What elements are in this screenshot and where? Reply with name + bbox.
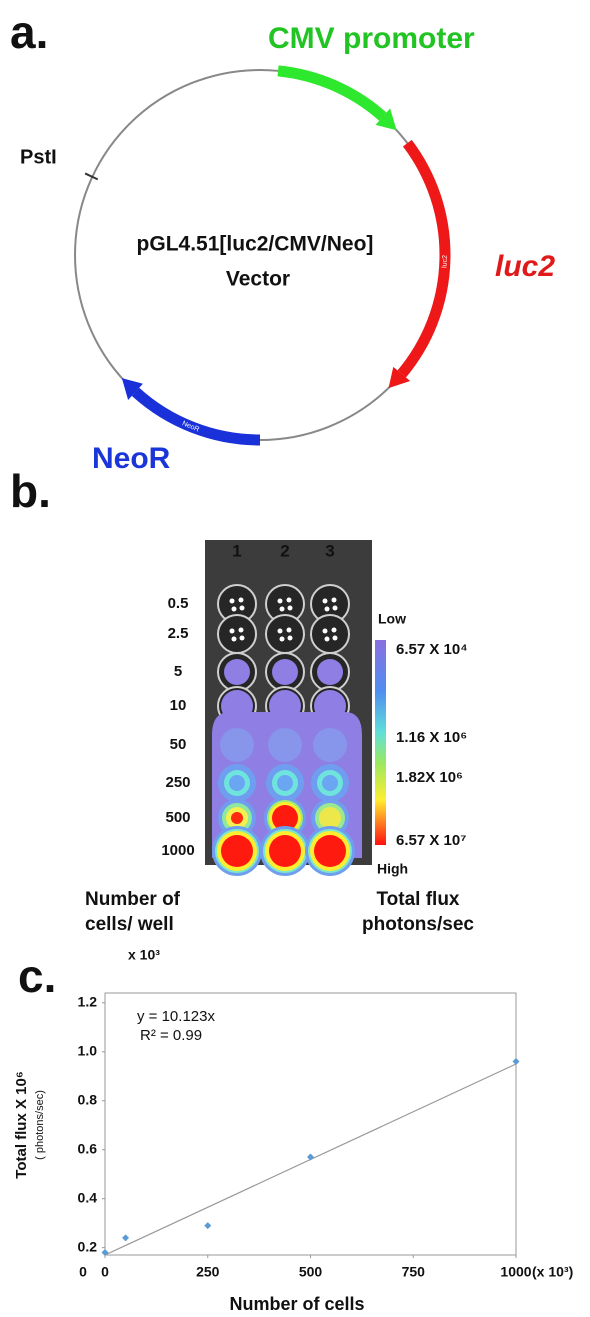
site-label: PstI [20,146,57,168]
row-title: Number of [85,889,181,910]
y-tick-label: 0.6 [78,1140,98,1156]
x-unit: (x 10³) [532,1264,573,1280]
signal [224,659,250,685]
well-glare [278,599,283,604]
x-tick-label: 0 [101,1264,109,1280]
signal [317,659,343,685]
x-axis-title: Number of cells [229,1294,364,1314]
signal [314,835,346,867]
signal [322,775,338,791]
well-glare [280,607,285,612]
signal [313,728,347,762]
row-unit: x 10³ [128,947,160,963]
well-glare [239,598,244,603]
scale-title: Total flux [376,889,459,910]
well-glare [240,606,245,611]
panel-label: c. [18,950,56,1002]
well-glare [287,628,292,633]
color-bar [375,640,386,845]
x-tick-label: 250 [196,1264,220,1280]
signal [319,807,341,829]
well-glare [288,636,293,641]
row-title: cells/ well [85,914,174,935]
well-glare [332,628,337,633]
gene-label: luc2 [495,250,555,283]
well-glare [280,637,285,642]
scale-low: Low [378,611,406,627]
figure: a. CMV promoter PstI pGL4.51[luc2/CMV/Ne… [0,0,590,1317]
well-glare [323,599,328,604]
well-glare [333,636,338,641]
column-label: 2 [280,541,289,560]
panel-label: b. [10,465,51,517]
well-glare [325,637,330,642]
promoter-label: CMV promoter [268,22,475,55]
row-label: 5 [174,663,182,680]
y-tick-label: 0.2 [78,1238,98,1254]
y-tick-label: 0.4 [78,1189,98,1205]
x-tick-label: 500 [299,1264,323,1280]
well [218,615,256,653]
row-label: 10 [170,697,187,714]
column-label: 1 [232,541,241,560]
scale-tick-label: 1.82X 10⁶ [396,769,463,786]
scale-title: photons/sec [362,914,474,935]
scale-high: High [377,861,408,877]
y-tick-label: 0.8 [78,1091,98,1107]
gene-tag: luc2 [442,255,449,268]
well-glare [230,629,235,634]
row-label: 0.5 [168,595,189,612]
well-glare [325,607,330,612]
signal [269,835,301,867]
well-glare [278,629,283,634]
y-axis-unit: ( photons/sec) [34,1090,46,1160]
marker-label: NeoR [92,442,171,475]
well [311,615,349,653]
row-label: 500 [165,809,190,826]
well-glare [287,598,292,603]
row-label: 1000 [161,842,194,859]
annotation: R² = 0.99 [140,1027,202,1044]
well-glare [288,606,293,611]
x-tick-label: 750 [402,1264,426,1280]
y-axis-title: Total flux X 10⁶ [13,1071,30,1178]
well-glare [240,636,245,641]
well-glare [232,607,237,612]
scale-tick-label: 6.57 X 10⁴ [396,641,468,658]
scale-tick-label: 1.16 X 10⁶ [396,729,467,746]
row-label: 2.5 [168,625,189,642]
x-tick-label: 1000 [500,1264,531,1280]
vector-suffix: Vector [226,268,290,291]
y-tick-label: 1.0 [78,1042,98,1058]
plate-wells [212,585,362,876]
signal [272,659,298,685]
signal [268,728,302,762]
signal [220,728,254,762]
vector-name: pGL4.51[luc2/CMV/Neo] [137,233,374,256]
well [266,615,304,653]
well-glare [333,606,338,611]
row-label: 250 [165,774,190,791]
gene-arrow [402,143,445,374]
origin-label: 0 [79,1264,87,1280]
column-label: 3 [325,541,334,560]
panel-label: a. [10,6,48,58]
signal [229,775,245,791]
signal [277,775,293,791]
y-tick-label: 1.2 [78,993,98,1009]
promoter-arrow [278,71,383,117]
signal [231,812,243,824]
scale-tick-label: 6.57 X 10⁷ [396,832,466,849]
well-glare [332,598,337,603]
signal [221,835,253,867]
well-glare [239,628,244,633]
well-glare [230,599,235,604]
well-glare [323,629,328,634]
annotation: y = 10.123x [137,1008,215,1025]
row-label: 50 [170,736,187,753]
well-glare [232,637,237,642]
